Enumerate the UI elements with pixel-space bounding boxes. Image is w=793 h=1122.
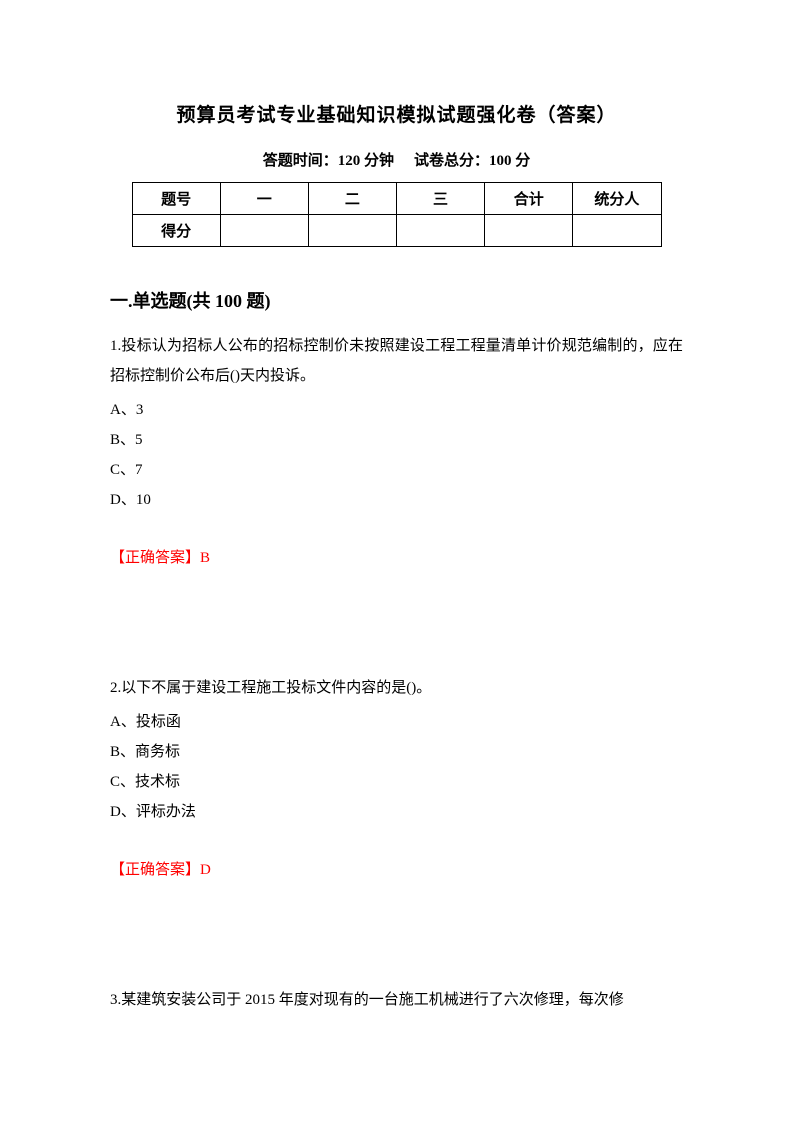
header-cell-total: 合计 (485, 183, 573, 215)
question-2: 2.以下不属于建设工程施工投标文件内容的是()。 A、投标函 B、商务标 C、技… (110, 673, 683, 885)
total-value: 100 分 (489, 153, 530, 169)
score-cell-total (485, 215, 573, 247)
answer-value: B (200, 550, 210, 566)
question-3-text-partial: 3.某建筑安装公司于 2015 年度对现有的一台施工机械进行了六次修理，每次修 (110, 985, 683, 1015)
question-1-option-c: C、7 (110, 455, 683, 485)
question-1-option-d: D、10 (110, 485, 683, 515)
score-cell-scorer (573, 215, 661, 247)
header-cell-1: 一 (220, 183, 308, 215)
question-2-option-d: D、评标办法 (110, 797, 683, 827)
header-cell-2: 二 (308, 183, 396, 215)
section-heading: 一.单选题(共 100 题) (110, 287, 683, 313)
answer-value: D (200, 862, 211, 878)
question-2-answer: 【正确答案】D (110, 855, 683, 885)
question-1-option-b: B、5 (110, 425, 683, 455)
score-row-label: 得分 (132, 215, 220, 247)
question-1-answer: 【正确答案】B (110, 543, 683, 573)
score-cell-1 (220, 215, 308, 247)
table-score-row: 得分 (132, 215, 661, 247)
time-value: 120 分钟 (338, 153, 394, 169)
answer-label: 【正确答案】 (110, 550, 200, 566)
question-2-text: 2.以下不属于建设工程施工投标文件内容的是()。 (110, 673, 683, 703)
question-2-option-b: B、商务标 (110, 737, 683, 767)
header-cell-scorer: 统分人 (573, 183, 661, 215)
header-cell-3: 三 (396, 183, 484, 215)
question-2-option-a: A、投标函 (110, 707, 683, 737)
time-label: 答题时间： (263, 153, 338, 169)
score-cell-2 (308, 215, 396, 247)
score-table: 题号 一 二 三 合计 统分人 得分 (132, 182, 662, 247)
question-1-option-a: A、3 (110, 395, 683, 425)
total-label: 试卷总分： (414, 153, 489, 169)
header-cell-label: 题号 (132, 183, 220, 215)
question-2-option-c: C、技术标 (110, 767, 683, 797)
question-1-text: 1.投标认为招标人公布的招标控制价未按照建设工程工程量清单计价规范编制的，应在招… (110, 331, 683, 391)
answer-label: 【正确答案】 (110, 862, 200, 878)
table-header-row: 题号 一 二 三 合计 统分人 (132, 183, 661, 215)
document-subtitle: 答题时间：120 分钟 试卷总分：100 分 (110, 149, 683, 170)
document-title: 预算员考试专业基础知识模拟试题强化卷（答案） (110, 100, 683, 127)
question-1: 1.投标认为招标人公布的招标控制价未按照建设工程工程量清单计价规范编制的，应在招… (110, 331, 683, 573)
score-cell-3 (396, 215, 484, 247)
